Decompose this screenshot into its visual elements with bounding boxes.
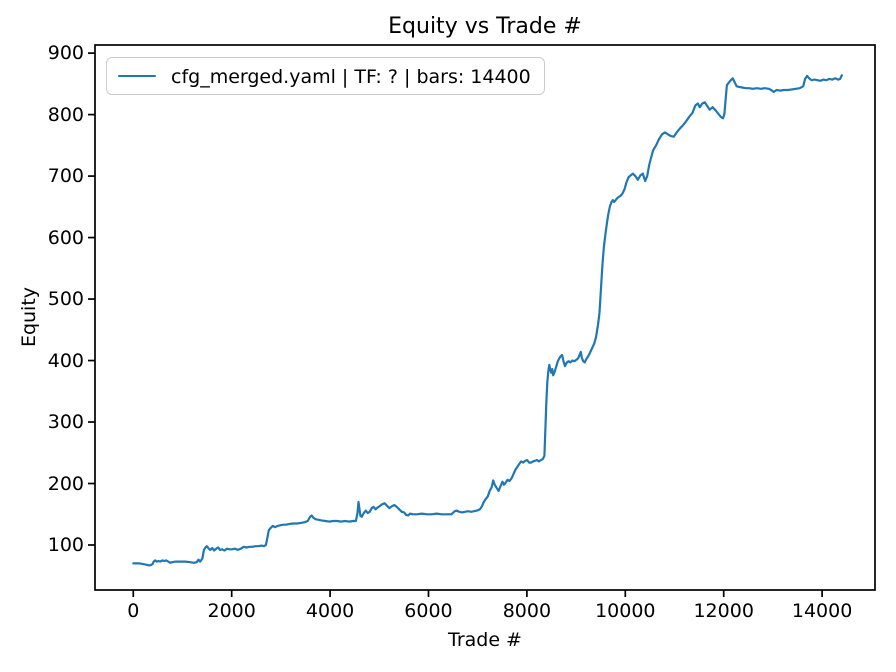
y-tick-label: 600: [47, 226, 84, 249]
y-tick-label: 100: [47, 533, 84, 556]
legend-line-sample: [118, 74, 156, 78]
y-axis-label: Equity: [18, 286, 40, 348]
x-tick-label: 8000: [502, 600, 552, 622]
y-tick-label: 500: [47, 288, 84, 311]
equity-curve: [132, 74, 843, 567]
x-tick-label: 4000: [305, 600, 355, 622]
y-tick-label: 200: [47, 472, 84, 495]
y-tick-label: 400: [47, 349, 84, 372]
x-tick-label: 12000: [693, 600, 754, 622]
x-tick-label: 0: [127, 600, 140, 622]
y-tick-label: 700: [47, 165, 84, 188]
y-tick-label: 800: [47, 103, 84, 126]
x-tick-label: 10000: [595, 600, 656, 622]
series-line: [132, 74, 843, 567]
legend-label: cfg_merged.yaml | TF: ? | bars: 14400: [171, 65, 531, 88]
axes-frame: [94, 44, 876, 591]
x-axis-label: Trade #: [448, 629, 522, 651]
y-tick-label: 300: [47, 411, 84, 434]
y-tick-label: 900: [47, 42, 84, 65]
axis-ticks: [88, 52, 823, 597]
chart-title: Equity vs Trade #: [388, 14, 582, 39]
x-tick-label: 6000: [404, 600, 453, 622]
x-tick-label: 2000: [207, 600, 256, 622]
legend: cfg_merged.yaml | TF: ? | bars: 14400: [106, 57, 545, 95]
x-tick-label: 14000: [791, 600, 853, 622]
